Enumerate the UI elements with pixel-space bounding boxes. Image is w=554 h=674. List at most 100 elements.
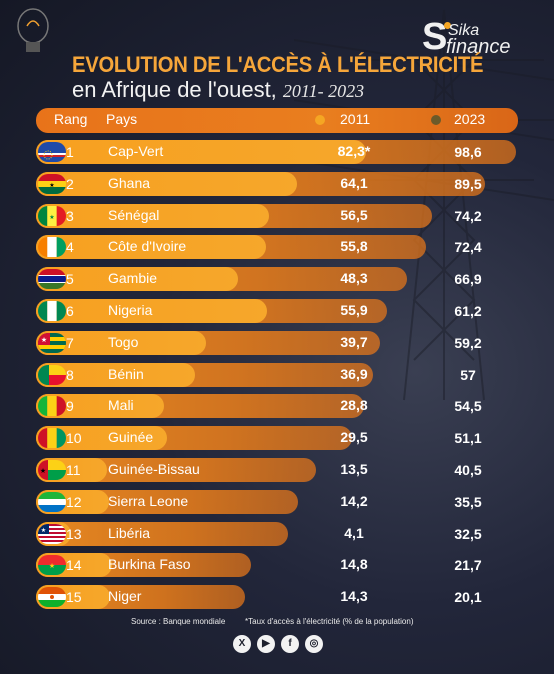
- chart-row: 15 Niger 14,3 20,1: [0, 583, 554, 611]
- country-label: Burkina Faso: [108, 556, 191, 573]
- value-2023-label: 21,7: [454, 557, 482, 574]
- country-label: Bénin: [108, 365, 144, 382]
- rank-label: 11: [66, 462, 81, 478]
- flag-guinea-bissau-icon: ★: [38, 460, 66, 480]
- value-2011-label: 55,9: [340, 302, 368, 318]
- lightbulb-icon: [17, 8, 49, 52]
- logo-letter: S: [422, 16, 448, 58]
- rank-label: 12: [66, 493, 82, 510]
- value-2011-label: 64,1: [340, 174, 368, 191]
- bar-2011: [36, 299, 267, 323]
- rank-label: 14: [66, 557, 82, 574]
- value-2011-label: 13,5: [340, 461, 368, 477]
- value-2023-label: 74,2: [454, 207, 482, 224]
- flag-togo-icon: ★: [38, 332, 66, 353]
- rank-label: 8: [66, 366, 74, 383]
- flag-guinea-icon: [38, 428, 66, 449]
- header-2023: 2023: [454, 111, 486, 127]
- sika-finance-logo: S Sika finance: [422, 16, 532, 60]
- value-2023-label: 57: [460, 366, 476, 383]
- country-label: Nigeria: [108, 302, 153, 318]
- country-label: Ghana: [108, 174, 151, 191]
- bar-2011: [36, 235, 267, 260]
- value-2011-label: 39,7: [340, 333, 368, 350]
- chart-row: 9 Mali 28,8 54,5: [0, 392, 554, 420]
- value-2023-label: 98,6: [454, 144, 482, 160]
- instagram-icon[interactable]: ◎: [305, 635, 323, 653]
- value-2011-label: 29,5: [340, 429, 368, 446]
- bar-2011: [36, 267, 238, 292]
- value-2011-label: 4,1: [344, 524, 364, 541]
- facebook-icon[interactable]: f: [281, 635, 299, 653]
- country-label: Cap-Vert: [108, 143, 164, 159]
- bar-2011: [36, 203, 269, 228]
- value-2011-label: 14,8: [340, 556, 368, 573]
- subtitle-text: en Afrique de l'ouest,: [72, 77, 277, 102]
- bar-2011: [36, 140, 366, 164]
- value-2023-label: 89,5: [454, 175, 482, 192]
- chart-row: 10 Guinée 29,5 51,1: [0, 424, 554, 452]
- country-label: Sierra Leone: [108, 492, 189, 509]
- svg-text:★: ★: [41, 527, 46, 534]
- value-2011-label: 28,8: [340, 397, 368, 414]
- flag-nigeria-icon: [38, 301, 66, 321]
- flag-niger-icon: [38, 587, 66, 608]
- flag-cape-verde-icon: [38, 142, 66, 162]
- flag-benin-icon: [38, 364, 66, 385]
- flag-senegal-icon: ★: [38, 205, 66, 226]
- flag-ghana-icon: ★: [38, 173, 66, 194]
- value-2023-label: 51,1: [454, 430, 482, 447]
- value-2023-label: 59,2: [454, 334, 482, 351]
- rank-label: 4: [66, 239, 74, 256]
- value-2023-label: 61,2: [454, 303, 482, 319]
- legend-2011-dot: [315, 115, 325, 125]
- value-2023-label: 40,5: [454, 462, 482, 478]
- flag-mali-icon: [38, 396, 66, 417]
- chart-row: ★ 11 Guinée-Bissau 13,5 40,5: [0, 456, 554, 484]
- svg-text:★: ★: [40, 467, 46, 475]
- value-2023-label: 20,1: [454, 589, 482, 606]
- rank-label: 6: [66, 303, 74, 319]
- country-label: Guinée-Bissau: [108, 461, 200, 477]
- chart-row: 8 Bénin 36,9 57: [0, 361, 554, 389]
- rank-label: 1: [66, 144, 74, 160]
- chart-row: ★ 3 Sénégal 56,5 74,2: [0, 202, 554, 230]
- flag-liberia-icon: ★: [38, 523, 66, 544]
- value-2011-label: 55,8: [340, 238, 368, 255]
- chart-row: 1 Cap-Vert 82,3* 98,6: [0, 138, 554, 166]
- country-label: Mali: [108, 397, 134, 414]
- rank-label: 15: [66, 589, 82, 606]
- chart-row: 6 Nigeria 55,9 61,2: [0, 297, 554, 325]
- chart-row: ★ 7 Togo 39,7 59,2: [0, 329, 554, 357]
- x-icon[interactable]: X: [233, 635, 251, 653]
- value-2023-label: 32,5: [454, 525, 482, 542]
- logo-top: Sika: [448, 22, 480, 39]
- country-label: Sénégal: [108, 206, 160, 223]
- header-2011: 2011: [340, 111, 371, 127]
- value-2011-label: 14,3: [340, 588, 368, 605]
- bar-2023: [36, 521, 289, 546]
- value-2023-label: 72,4: [454, 239, 482, 256]
- country-label: Libéria: [108, 524, 151, 541]
- rank-label: 3: [66, 207, 74, 224]
- chart-row: 5 Gambie 48,3 66,9: [0, 265, 554, 293]
- value-2023-label: 66,9: [454, 271, 482, 288]
- value-2023-label: 35,5: [454, 493, 482, 510]
- value-2011-label: 36,9: [340, 365, 368, 382]
- svg-text:★: ★: [49, 562, 55, 570]
- svg-text:★: ★: [41, 336, 47, 344]
- chart-subtitle: en Afrique de l'ouest, 2011- 2023: [72, 77, 364, 103]
- country-label: Gambie: [108, 270, 158, 287]
- chart-row: ★ 14 Burkina Faso 14,8 21,7: [0, 551, 554, 579]
- bar-2011: [36, 171, 298, 196]
- flag-cote-divoire-icon: [38, 237, 66, 258]
- country-label: Niger: [108, 588, 142, 605]
- youtube-icon[interactable]: ▶: [257, 635, 275, 653]
- header-rank: Rang: [54, 111, 88, 127]
- source-text: Source : Banque mondiale: [131, 617, 226, 626]
- value-2023-label: 54,5: [454, 398, 482, 415]
- rank-label: 7: [66, 334, 74, 351]
- logo-dot: [444, 22, 451, 29]
- chart-row: 12 Sierra Leone 14,2 35,5: [0, 488, 554, 516]
